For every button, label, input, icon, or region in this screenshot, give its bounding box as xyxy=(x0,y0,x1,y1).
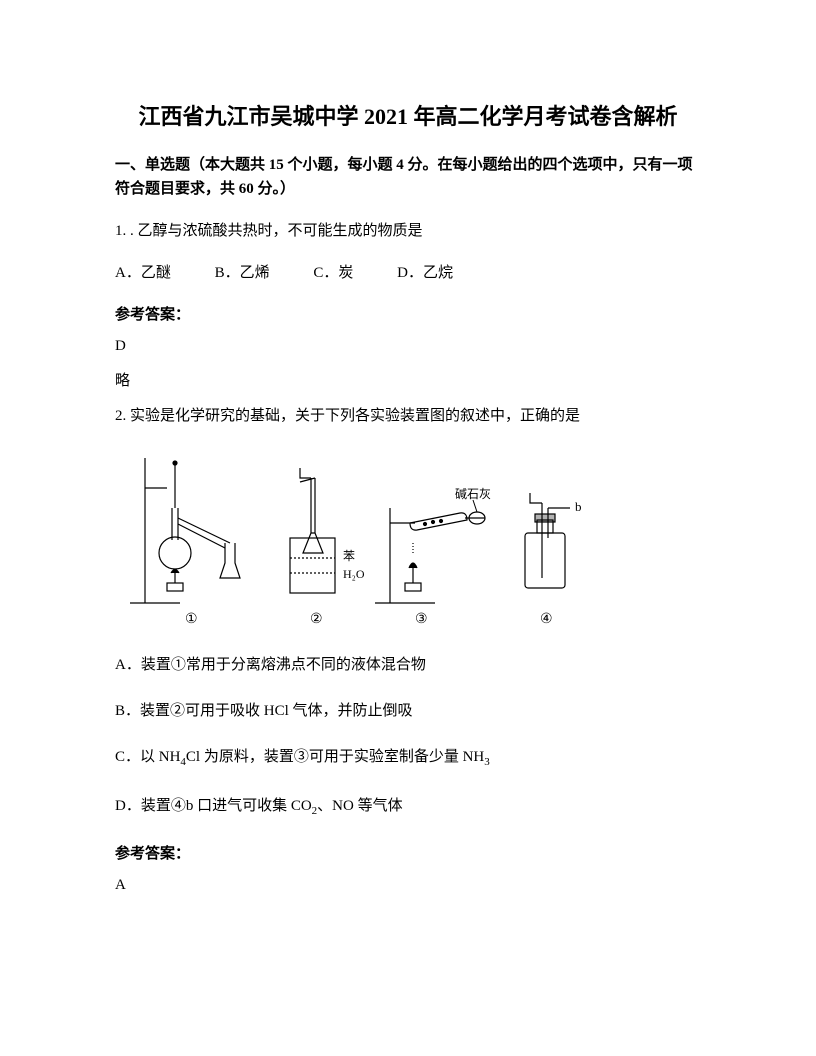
label-1: ① xyxy=(185,612,198,627)
page-title: 江西省九江市吴城中学 2021 年高二化学月考试卷含解析 xyxy=(115,100,701,133)
label-2: ② xyxy=(310,612,323,627)
device-4 xyxy=(525,493,570,588)
question-2-text: 2. 实验是化学研究的基础，关于下列各实验装置图的叙述中，正确的是 xyxy=(115,404,701,428)
q2-optc-mid: Cl 为原料，装置③可用于实验室制备少量 NH xyxy=(186,749,484,765)
label-ben: 苯 xyxy=(343,549,355,563)
q2-answer: A xyxy=(115,877,701,894)
q2-optd-pre: D．装置④b 口进气可收集 CO xyxy=(115,798,312,814)
apparatus-diagram: ① 苯 H₂O ② xyxy=(115,448,701,628)
q2-answer-label: 参考答案： xyxy=(115,842,701,863)
q2-optc-sub2: 3 xyxy=(484,756,490,768)
q1-answer-label: 参考答案： xyxy=(115,303,701,324)
label-3: ③ xyxy=(415,612,428,627)
label-h2o: H₂O xyxy=(343,567,365,581)
q2-option-a: A．装置①常用于分离熔沸点不同的液体混合物 xyxy=(115,653,701,677)
device-3 xyxy=(375,508,485,603)
q2-option-b: B．装置②可用于吸收 HCl 气体，并防止倒吸 xyxy=(115,699,701,723)
question-1-options: A．乙醚 B．乙烯 C．炭 D．乙烷 xyxy=(115,261,701,285)
q1-option-d: D．乙烷 xyxy=(397,261,453,285)
q2-option-c: C．以 NH4Cl 为原料，装置③可用于实验室制备少量 NH3 xyxy=(115,745,701,772)
label-lime: 碱石灰 xyxy=(455,487,491,501)
question-1-text: 1. . 乙醇与浓硫酸共热时，不可能生成的物质是 xyxy=(115,219,701,243)
q2-optc-pre: C．以 NH xyxy=(115,749,180,765)
q1-answer: D xyxy=(115,338,701,355)
section-header: 一、单选题（本大题共 15 个小题，每小题 4 分。在每小题给出的四个选项中，只… xyxy=(115,153,701,201)
q2-option-d: D．装置④b 口进气可收集 CO2、NO 等气体 xyxy=(115,794,701,821)
device-1 xyxy=(130,458,240,603)
q1-option-c: C．炭 xyxy=(313,261,353,285)
q2-optd-mid: 、NO 等气体 xyxy=(317,798,402,814)
device-2 xyxy=(290,468,335,593)
q1-option-b: B．乙烯 xyxy=(215,261,270,285)
label-4: ④ xyxy=(540,612,553,627)
label-b: b xyxy=(575,499,582,514)
q1-explain: 略 xyxy=(115,369,701,390)
q1-option-a: A．乙醚 xyxy=(115,261,171,285)
